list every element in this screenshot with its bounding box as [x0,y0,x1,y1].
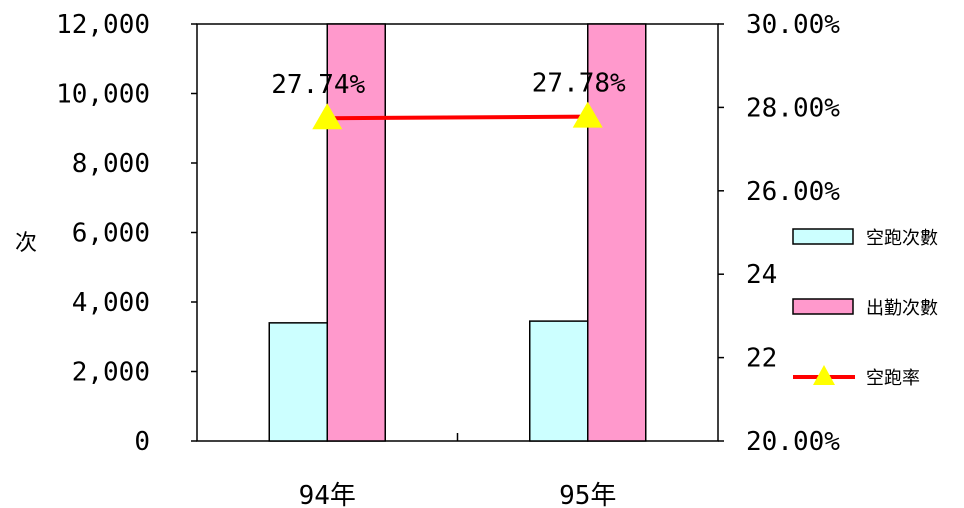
bar-dispatch-1 [326,23,386,442]
y2-tick-label: 28.00% [746,93,840,123]
y-tick-label: 4,000 [72,288,150,318]
y-axis-label: 次 [15,231,37,256]
rate-data-label: 27.78% [532,69,626,99]
legend-swatch [792,228,854,245]
y-tick-label: 0 [134,427,150,457]
y2-tick-label: 24 [746,260,777,290]
y-tick-label: 12,000 [56,10,150,40]
bar-idle-1 [268,322,328,442]
legend-swatch [792,298,854,315]
bar-dispatch-2 [587,23,647,442]
axes-group: 94年 95年 0 2,000 4,000 6,000 8,000 10,000 12,000 2… [15,10,840,508]
line-series-group: 27.74% 27.78% [271,69,626,130]
legend-label: 空跑率 [866,368,920,389]
legend-label: 出勤次數 [866,298,938,319]
y2-tick-label: 30.00% [746,10,840,40]
y2-tick-label: 26.00% [746,177,840,207]
y-tick-label: 8,000 [72,149,150,179]
bar-idle-2 [529,320,589,442]
y-tick-label: 6,000 [72,219,150,249]
rate-data-label: 27.74% [271,70,365,100]
x-tick-label: 94年 [299,481,356,508]
y-tick-label: 10,000 [56,80,150,110]
bar-series-group [268,23,647,442]
rate-marker-1 [312,103,343,130]
legend-marker [813,365,835,385]
y2-tick-label: 22 [746,344,777,374]
x-tick-label: 95年 [559,481,616,508]
rate-line [327,114,588,121]
y2-tick-label: 20.00% [746,427,840,457]
y-tick-label: 2,000 [72,358,150,388]
legend-label: 空跑次數 [866,228,938,249]
rate-marker-2 [572,101,603,128]
